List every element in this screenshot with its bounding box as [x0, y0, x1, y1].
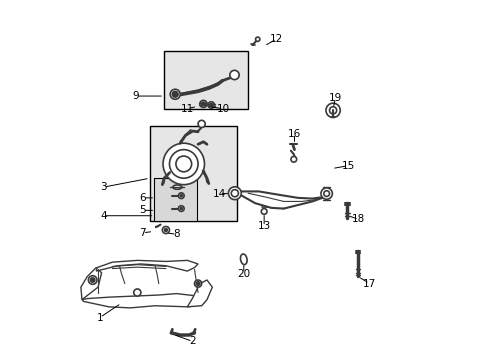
Circle shape	[176, 156, 191, 172]
Ellipse shape	[240, 254, 246, 265]
Text: 17: 17	[362, 279, 375, 289]
Text: 8: 8	[173, 229, 180, 239]
Polygon shape	[96, 260, 198, 271]
Text: 6: 6	[139, 193, 146, 203]
Circle shape	[88, 276, 97, 284]
Circle shape	[172, 91, 178, 97]
Bar	[154, 178, 197, 221]
Circle shape	[325, 103, 340, 117]
Circle shape	[231, 190, 238, 197]
Circle shape	[134, 289, 141, 296]
Polygon shape	[187, 280, 212, 307]
Circle shape	[180, 195, 182, 197]
Circle shape	[255, 37, 259, 41]
Ellipse shape	[173, 185, 182, 189]
Bar	[149, 126, 237, 221]
Text: 3: 3	[100, 182, 106, 192]
Text: 18: 18	[351, 214, 365, 224]
Text: 12: 12	[269, 34, 283, 44]
Circle shape	[169, 150, 198, 178]
Text: 10: 10	[216, 104, 229, 113]
Text: 11: 11	[181, 104, 194, 113]
Text: 9: 9	[132, 91, 139, 101]
Circle shape	[180, 207, 182, 210]
Text: 19: 19	[328, 93, 342, 103]
Circle shape	[196, 282, 200, 285]
Circle shape	[228, 187, 241, 200]
Polygon shape	[81, 267, 102, 300]
Circle shape	[90, 278, 95, 282]
Circle shape	[290, 157, 296, 162]
Circle shape	[164, 229, 167, 231]
Circle shape	[162, 226, 169, 234]
Polygon shape	[82, 294, 205, 308]
Circle shape	[209, 104, 212, 107]
Circle shape	[323, 191, 329, 197]
Circle shape	[198, 120, 205, 127]
Text: 1: 1	[96, 312, 103, 323]
Circle shape	[194, 280, 201, 287]
Text: 14: 14	[212, 189, 225, 199]
Circle shape	[178, 206, 184, 211]
Circle shape	[207, 102, 214, 108]
Text: 15: 15	[341, 161, 354, 171]
Circle shape	[229, 70, 239, 80]
Circle shape	[261, 208, 266, 214]
Text: 13: 13	[257, 221, 270, 231]
Circle shape	[163, 143, 204, 185]
Circle shape	[201, 102, 205, 106]
Text: 16: 16	[287, 129, 301, 139]
Text: 20: 20	[237, 269, 250, 279]
Circle shape	[320, 188, 332, 199]
Text: 5: 5	[139, 205, 146, 215]
Circle shape	[329, 107, 336, 114]
Text: 2: 2	[189, 337, 196, 346]
Text: 7: 7	[139, 228, 146, 238]
Circle shape	[178, 193, 184, 199]
Bar	[164, 51, 247, 109]
Circle shape	[200, 100, 206, 108]
Circle shape	[170, 89, 180, 99]
Text: 4: 4	[100, 211, 106, 221]
